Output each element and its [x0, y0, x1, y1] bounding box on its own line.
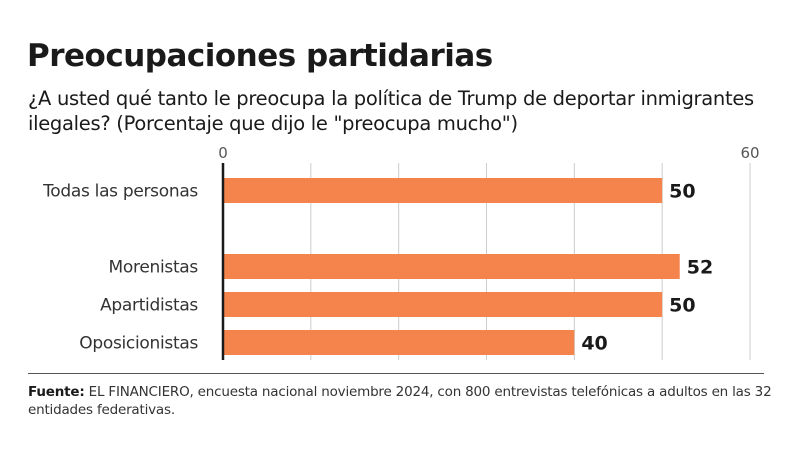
category-label: Apartidistas [100, 296, 198, 316]
category-label: Morenistas [109, 258, 199, 278]
source-label: Fuente: [28, 384, 85, 400]
source-text: EL FINANCIERO, encuesta nacional noviemb… [28, 384, 772, 418]
value-labels: 50 52 50 40 [581, 181, 713, 355]
tick-labels: 0 60 [218, 144, 759, 162]
x-tick-label-60: 60 [740, 144, 759, 162]
bar-morenistas [223, 254, 680, 279]
bars [223, 178, 680, 355]
value-label: 50 [669, 295, 695, 317]
category-labels: Todas las personas Morenistas Apartidistas… [42, 182, 199, 354]
bar-apartidistas [223, 292, 663, 317]
footer-divider [28, 373, 764, 374]
bar-todas-las-personas [223, 178, 663, 203]
bar-oposicionistas [223, 330, 575, 355]
chart-title: Preocupaciones partidarias [27, 38, 493, 74]
x-tick-label-0: 0 [218, 144, 228, 162]
value-label: 40 [581, 333, 607, 355]
value-label: 52 [687, 257, 713, 279]
source-note: Fuente: EL FINANCIERO, encuesta nacional… [28, 383, 788, 419]
category-label: Todas las personas [42, 182, 198, 202]
value-label: 50 [669, 181, 695, 203]
chart-subtitle: ¿A usted qué tanto le preocupa la políti… [28, 87, 754, 135]
category-label: Oposicionistas [79, 334, 198, 354]
